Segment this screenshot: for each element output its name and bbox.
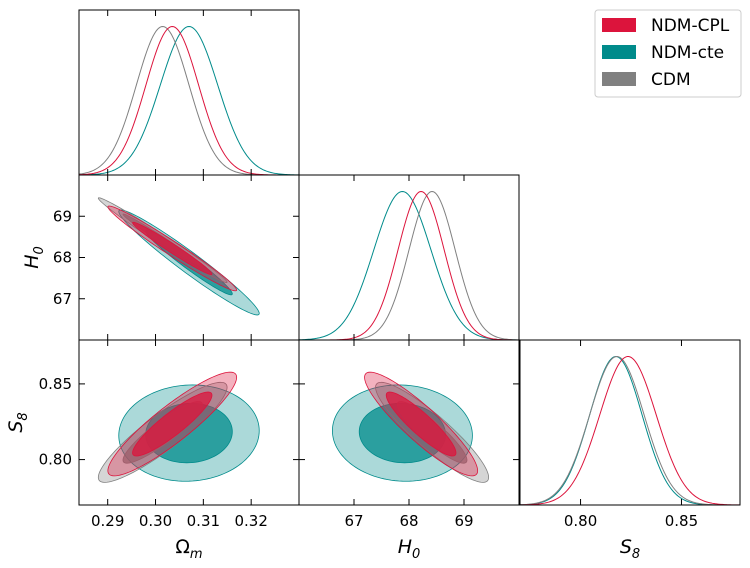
panel-frame: [519, 339, 741, 506]
marginal-line-cdm-s8: [520, 356, 740, 505]
contour-68-ndm-cpl-h0-s8: [385, 391, 457, 457]
y-tick-label-h0: 67: [53, 290, 72, 308]
x-tick-label-s8: 0.85: [665, 512, 698, 530]
y-tick-label-h0: 69: [53, 207, 72, 225]
marginal-line-ndm-cpl-s8: [520, 356, 740, 505]
marginal-line-cdm-om: [79, 25, 299, 175]
y-axis-label-s8: S8: [5, 412, 31, 432]
x-tick-label-om: 0.32: [234, 512, 267, 530]
x-tick-label-om: 0.30: [139, 512, 172, 530]
legend-swatch-ndm-cte: [602, 45, 636, 59]
contour-68-ndm-cpl-om-h0: [132, 221, 213, 275]
x-axis-label-om: Ωm: [175, 536, 202, 562]
marginal-line-ndm-cpl-h0: [299, 191, 519, 340]
x-tick-label-h0: 69: [454, 512, 473, 530]
panel-s8-marginal: [519, 339, 741, 506]
legend-swatch-cdm: [602, 72, 636, 86]
x-tick-label-h0: 68: [399, 512, 418, 530]
panels-layer: [78, 9, 741, 506]
y-tick-label-s8: 0.80: [39, 451, 72, 469]
x-tick-label-om: 0.29: [91, 512, 124, 530]
legend-swatch-ndm-cpl: [602, 18, 636, 32]
marginal-line-ndm-cte-s8: [520, 356, 740, 505]
contour-68-ndm-cpl-om-s8: [132, 391, 213, 457]
x-tick-label-om: 0.31: [187, 512, 220, 530]
y-tick-label-h0: 68: [53, 249, 72, 267]
panel-frame: [298, 174, 520, 341]
marginal-line-cdm-h0: [299, 191, 519, 340]
marginal-line-ndm-cte-om: [79, 25, 299, 175]
x-axis-label-s8: S8: [620, 536, 640, 562]
legend-label-cdm: CDM: [651, 70, 691, 90]
panel-om-vs-s8: [78, 339, 300, 506]
labels-layer: 0.29 0.30 0.31 0.32 67 68 69 0.80 0.85 67 68 69 0.80…: [5, 207, 698, 562]
panel-om-vs-h0: [78, 174, 300, 341]
legend-label-ndm-cte: NDM-cte: [651, 43, 724, 63]
x-tick-label-h0: 67: [344, 512, 363, 530]
legend-label-ndm-cpl: NDM-CPL: [651, 16, 730, 36]
y-axis-label-h0: H0: [21, 246, 47, 269]
y-tick-label-s8: 0.85: [39, 375, 72, 393]
x-tick-label-s8: 0.80: [564, 512, 597, 530]
panel-frame: [78, 9, 300, 176]
panel-om-marginal: [78, 9, 300, 176]
panel-h0-marginal: [298, 174, 520, 341]
panel-h0-vs-s8: [298, 339, 520, 506]
x-axis-label-h0: H0: [398, 536, 421, 562]
legend: NDM-CPL NDM-cte CDM: [594, 9, 742, 98]
marginal-line-ndm-cte-h0: [299, 191, 519, 340]
